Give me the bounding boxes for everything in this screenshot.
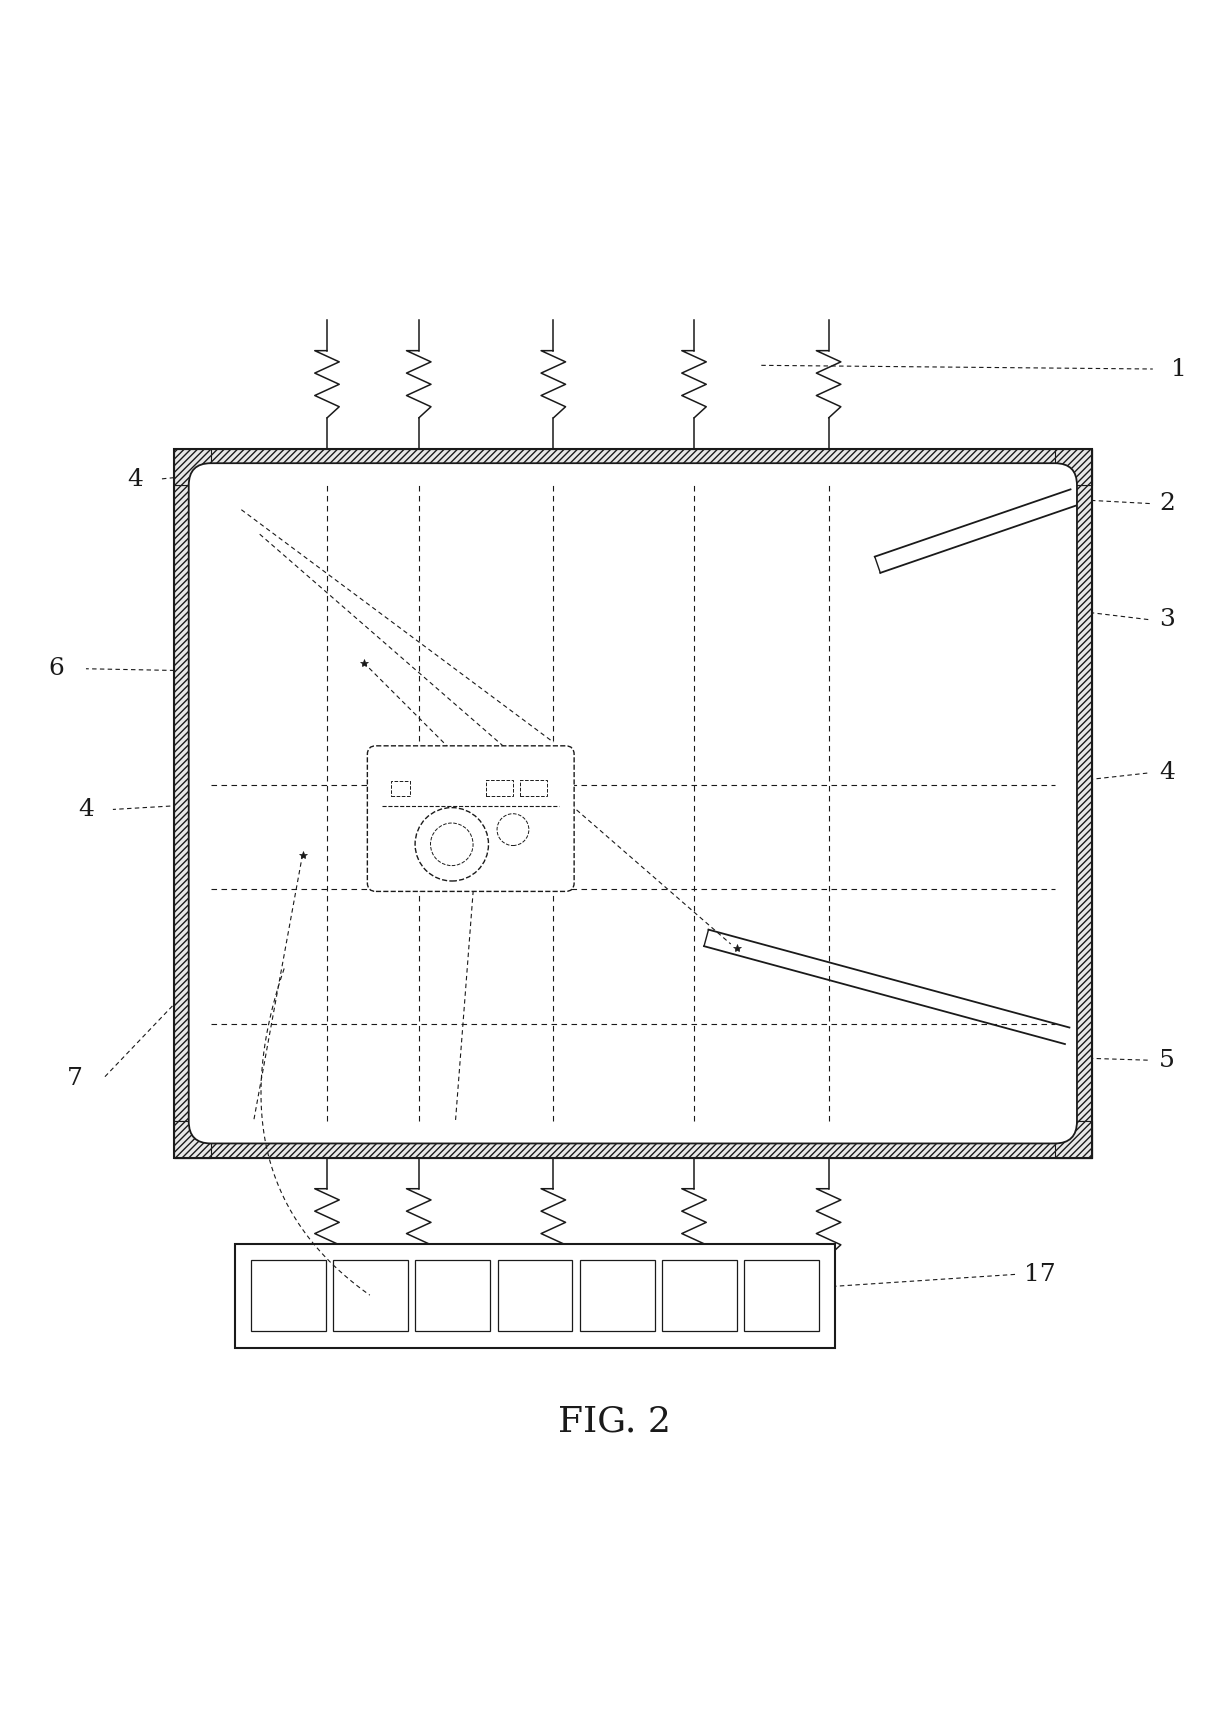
FancyBboxPatch shape (189, 463, 1077, 1143)
Bar (1054, 1122, 1091, 1158)
Bar (235, 1243, 834, 1349)
Text: 17: 17 (1024, 1262, 1056, 1286)
Bar (744, 1260, 819, 1331)
FancyBboxPatch shape (367, 745, 574, 892)
Bar (175, 486, 210, 1122)
Bar (175, 448, 1091, 486)
Bar (175, 448, 1091, 1158)
Bar (391, 782, 410, 795)
Text: 4: 4 (79, 799, 95, 821)
Text: FIG. 2: FIG. 2 (558, 1404, 671, 1439)
Text: 2: 2 (1159, 493, 1175, 515)
Text: 4: 4 (1159, 761, 1175, 785)
Bar (520, 780, 547, 795)
Bar (1054, 486, 1091, 1122)
Bar (333, 1260, 408, 1331)
Text: 1: 1 (1171, 358, 1187, 380)
Bar (251, 1260, 326, 1331)
Bar (175, 1122, 1091, 1158)
Text: 5: 5 (1159, 1050, 1175, 1072)
Bar (485, 780, 512, 795)
Bar (662, 1260, 736, 1331)
Text: 3: 3 (1159, 609, 1175, 631)
Text: 6: 6 (48, 657, 64, 679)
Bar (175, 448, 210, 486)
Bar (580, 1260, 655, 1331)
Bar (175, 1122, 210, 1158)
Bar (415, 1260, 490, 1331)
Text: 7: 7 (66, 1067, 82, 1089)
Bar (498, 1260, 573, 1331)
Bar (1054, 448, 1091, 486)
Text: 4: 4 (128, 467, 144, 491)
